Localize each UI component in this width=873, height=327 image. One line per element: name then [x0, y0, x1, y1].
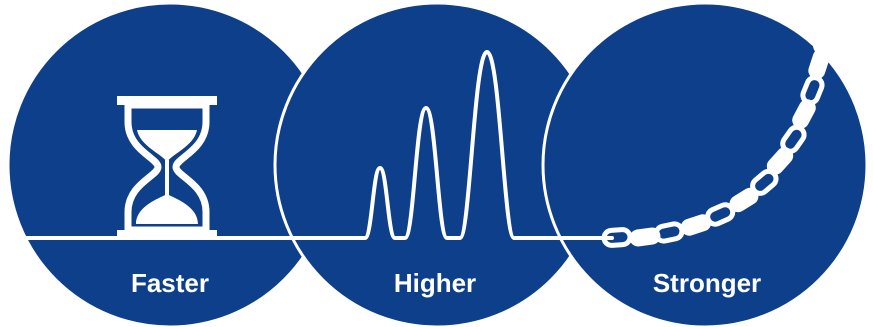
- hourglass-icon: [117, 96, 217, 239]
- label-higher: Higher: [393, 268, 477, 298]
- chain-icon: [601, 0, 838, 248]
- label-faster: Faster: [130, 268, 210, 298]
- baseline-with-peaks: [0, 50, 614, 240]
- label-stronger: Stronger: [652, 268, 762, 298]
